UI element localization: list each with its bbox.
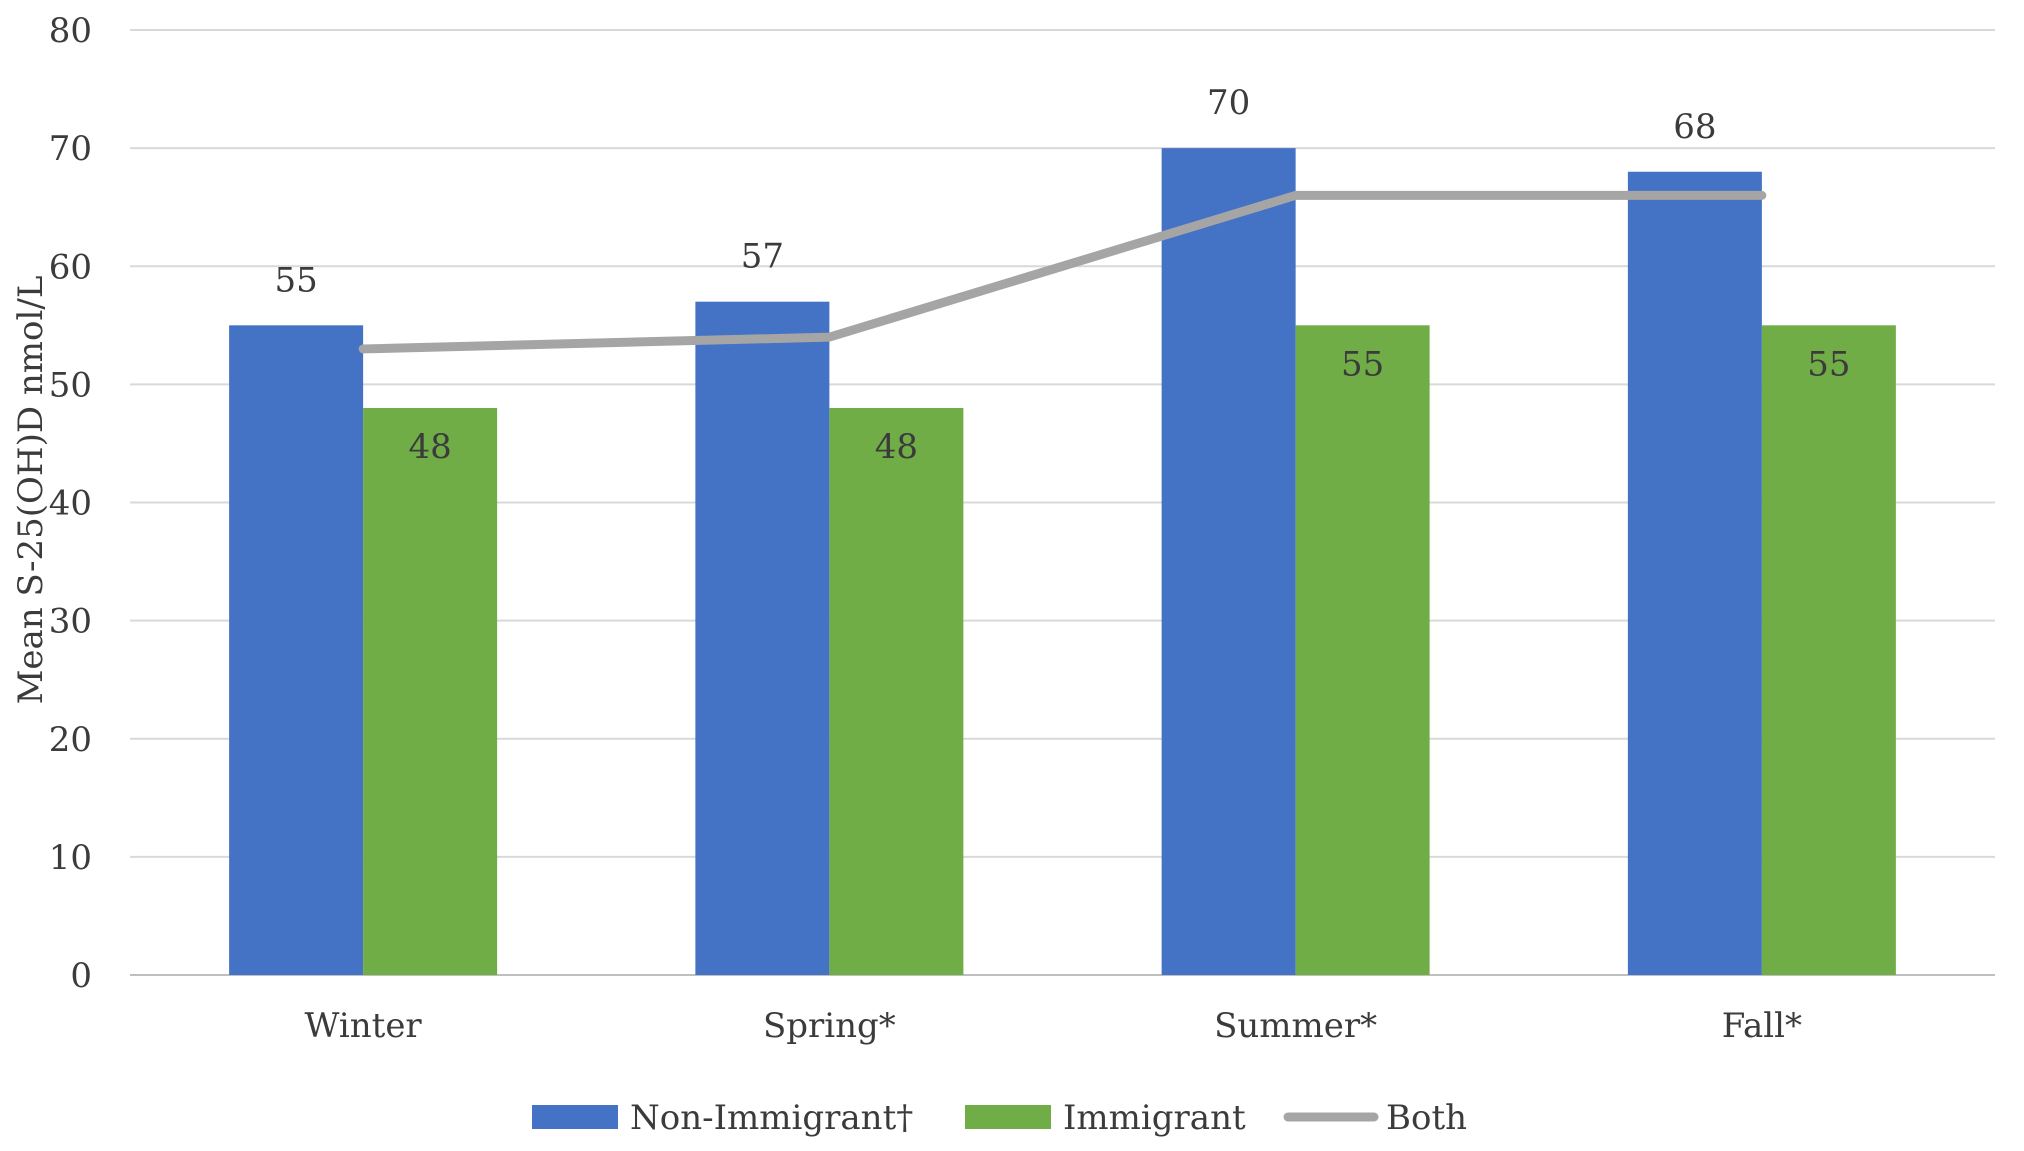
series-line-both	[358, 190, 1767, 354]
bar-non-immigrant	[1161, 148, 1296, 975]
y-axis-title: Mean S-25(OH)D nmol/L	[11, 276, 51, 705]
bar-non-immigrant	[229, 325, 364, 975]
legend-item: Both	[1283, 1098, 1467, 1138]
category-label: Winter	[305, 1006, 423, 1046]
bar-non-immigrant	[695, 301, 830, 975]
data-label: 70	[1207, 83, 1250, 123]
y-tick-label: 60	[49, 247, 92, 287]
legend-label: Immigrant	[1063, 1098, 1246, 1138]
y-tick-label: 30	[49, 602, 92, 642]
bar-immigrant	[1761, 325, 1896, 975]
category-labels: Winter Spring* Summer* Fall*	[305, 1006, 1802, 1046]
legend-item: Non-Immigrant†	[532, 1098, 913, 1138]
category-label: Summer*	[1214, 1006, 1377, 1046]
data-label: 57	[741, 237, 784, 277]
y-tick-label: 70	[49, 129, 92, 169]
series-lines	[358, 190, 1767, 354]
y-tick-label: 50	[49, 365, 92, 405]
category-label: Fall*	[1722, 1006, 1802, 1046]
y-tick-label: 20	[49, 720, 92, 760]
data-label: 55	[274, 260, 317, 300]
data-labels: 55 48 57 48 70 55 68 55	[274, 83, 1850, 467]
y-tick-label: 10	[49, 838, 92, 878]
bars	[229, 148, 1896, 975]
category-label: Spring*	[763, 1006, 896, 1046]
legend-swatch	[965, 1105, 1051, 1129]
data-label: 48	[408, 427, 451, 467]
data-label: 68	[1673, 107, 1716, 147]
bar-immigrant	[829, 408, 964, 975]
legend-item: Immigrant	[965, 1098, 1246, 1138]
legend: Non-Immigrant† Immigrant Both	[532, 1098, 1467, 1138]
y-tick-label: 80	[49, 11, 92, 51]
legend-swatch	[532, 1105, 618, 1129]
y-tick-label: 0	[70, 956, 92, 996]
bar-non-immigrant	[1627, 171, 1762, 975]
y-tick-label: 40	[49, 484, 92, 524]
legend-label: Both	[1386, 1098, 1467, 1138]
data-label: 48	[875, 427, 918, 467]
bar-immigrant	[1295, 325, 1430, 975]
legend-label: Non-Immigrant†	[630, 1098, 913, 1138]
data-label: 55	[1341, 344, 1384, 384]
y-tick-labels: 0 10 20 30 40 50 60 70 80	[49, 11, 92, 996]
data-label: 55	[1807, 344, 1850, 384]
bar-immigrant	[363, 408, 498, 975]
